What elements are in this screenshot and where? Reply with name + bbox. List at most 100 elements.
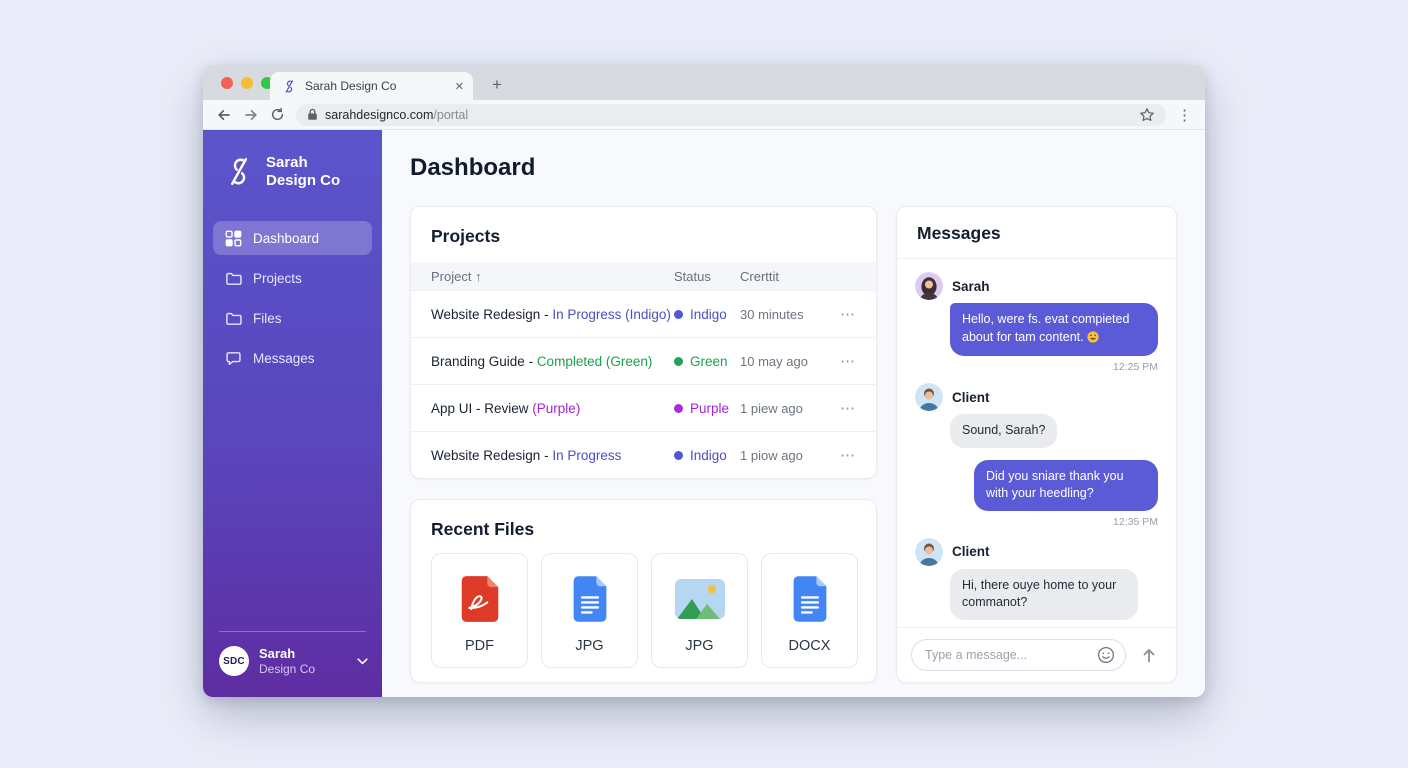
browser-tab-strip: Sarah Design Co ✕ + — [203, 65, 1205, 100]
grin-emoji-icon — [1087, 330, 1099, 349]
file-card-jpg-image[interactable]: JPG — [651, 553, 748, 668]
message-bubble: Hello, were fs. evat compieted about for… — [950, 303, 1158, 356]
avatar-woman — [915, 272, 943, 300]
tab-title: Sarah Design Co — [305, 79, 397, 93]
message-timestamp: 12:25 PM — [1113, 361, 1158, 373]
status-badge: Purple — [690, 400, 730, 416]
new-tab-button[interactable]: + — [492, 75, 502, 94]
message-sender: Sarah — [952, 278, 990, 294]
brand-logo-icon — [223, 155, 256, 188]
message-bubble: Hi, there ouye home to your commanot? — [950, 568, 1138, 620]
projects-table-header: Project ↑ Status Crerttit — [411, 262, 876, 290]
browser-menu-icon[interactable]: ⋮ — [1177, 106, 1192, 124]
minimize-window-button[interactable] — [241, 77, 253, 89]
bookmark-star-icon[interactable] — [1139, 107, 1155, 123]
page-title: Dashboard — [410, 154, 536, 181]
sidebar-divider — [219, 630, 366, 632]
reload-icon[interactable] — [270, 107, 285, 122]
main-content: Dashboard Projects Project ↑ Status Crer… — [382, 130, 1205, 697]
address-bar[interactable]: sarahdesignco.com/portal — [296, 103, 1166, 126]
back-icon[interactable] — [216, 107, 232, 123]
projects-title: Projects — [431, 226, 501, 246]
image-file-icon — [674, 554, 725, 638]
tab-favicon-logo-icon — [282, 79, 297, 94]
column-third[interactable]: Crerttit — [740, 268, 779, 284]
row-actions-button[interactable]: ⋯ — [840, 306, 856, 323]
doc-file-icon — [790, 554, 830, 638]
message-input[interactable] — [925, 648, 1089, 662]
table-row: App UI - Review (Purple) Purple 1 piew a… — [411, 384, 876, 431]
sidebar-item-dashboard[interactable]: Dashboard — [213, 221, 372, 256]
browser-toolbar: sarahdesignco.com/portal ⋮ — [203, 100, 1205, 130]
brand-name: Sarah Design Co — [266, 154, 341, 189]
browser-tab[interactable]: Sarah Design Co ✕ — [270, 72, 473, 100]
recent-files-title: Recent Files — [431, 519, 535, 539]
tab-close-icon[interactable]: ✕ — [454, 80, 464, 93]
portal-app: Sarah Design Co Dashboard — [203, 130, 1205, 697]
message-composer — [897, 627, 1176, 682]
status-dot — [674, 309, 683, 319]
messages-panel: Messages — [896, 206, 1177, 683]
column-status[interactable]: Status — [674, 268, 711, 284]
folder-icon — [225, 310, 242, 327]
row-time: 10 may ago — [740, 353, 808, 369]
message-bubble: Sound, Sarah? — [950, 414, 1058, 448]
avatar-man — [915, 383, 943, 411]
message-bubble: Did you sniare thank you with your heedl… — [974, 459, 1158, 511]
sidebar-item-label: Dashboard — [253, 230, 320, 246]
close-window-button[interactable] — [221, 77, 233, 89]
message-timestamp: 12:32 PM — [915, 625, 1158, 628]
message-sender: Client — [952, 389, 990, 405]
folder-icon — [225, 270, 242, 287]
brand: Sarah Design Co — [203, 130, 382, 189]
file-card-docx[interactable]: DOCX — [761, 553, 858, 668]
recent-files-card: Recent Files PDF — [410, 499, 877, 683]
table-row: Website Redesign - In Progress Indigo 1 … — [411, 431, 876, 478]
sidebar-item-label: Projects — [253, 270, 302, 286]
message-input-pill[interactable] — [911, 639, 1126, 671]
chevron-down-icon — [357, 658, 368, 665]
window-controls — [221, 77, 273, 89]
avatar: SDC — [219, 646, 249, 677]
url-text: sarahdesignco.com/portal — [325, 107, 469, 122]
row-actions-button[interactable]: ⋯ — [840, 353, 856, 370]
pdf-file-icon — [459, 554, 501, 638]
sidebar-item-label: Messages — [253, 350, 315, 366]
message-thread: Sarah Hello, were fs. evat compieted abo… — [897, 259, 1176, 627]
emoji-picker-icon[interactable] — [1097, 646, 1115, 664]
sidebar-item-messages[interactable]: Messages — [213, 341, 372, 375]
browser-window: Sarah Design Co ✕ + sarahdesignco.com/po… — [203, 65, 1205, 697]
file-card-jpg-doc[interactable]: JPG — [541, 553, 638, 668]
sidebar-user-menu[interactable]: SDC Sarah Design Co — [203, 632, 382, 697]
sidebar-item-files[interactable]: Files — [213, 301, 372, 335]
row-actions-button[interactable]: ⋯ — [840, 400, 856, 417]
send-message-icon[interactable] — [1138, 647, 1160, 664]
file-card-pdf[interactable]: PDF — [431, 553, 528, 668]
column-project[interactable]: Project ↑ — [431, 268, 482, 284]
row-time: 1 piow ago — [740, 447, 803, 463]
table-row: Branding Guide - Completed (Green) Green… — [411, 337, 876, 384]
row-time: 1 piew ago — [740, 400, 803, 416]
status-badge: Indigo — [690, 447, 727, 463]
projects-card: Projects Project ↑ Status Crerttit Websi… — [410, 206, 877, 479]
message-sender: Client — [952, 544, 990, 559]
status-dot — [674, 356, 683, 366]
sort-arrow-icon: ↑ — [475, 268, 482, 284]
row-time: 30 minutes — [740, 306, 804, 322]
sidebar: Sarah Design Co Dashboard — [203, 130, 382, 697]
sidebar-nav: Dashboard Projects — [213, 221, 372, 375]
dashboard-grid-icon — [225, 230, 242, 247]
table-row: Website Redesign - In Progress (Indigo) … — [411, 290, 876, 337]
chat-bubble-icon — [225, 350, 242, 367]
status-badge: Green — [690, 353, 728, 369]
forward-icon[interactable] — [243, 107, 259, 123]
sidebar-item-label: Files — [253, 310, 282, 326]
messages-title: Messages — [897, 207, 1176, 259]
doc-file-icon — [570, 554, 610, 638]
status-dot — [674, 450, 683, 460]
sidebar-item-projects[interactable]: Projects — [213, 261, 372, 295]
user-names: Sarah Design Co — [259, 645, 316, 676]
row-actions-button[interactable]: ⋯ — [840, 447, 856, 464]
status-dot — [674, 403, 683, 413]
status-badge: Indigo — [690, 306, 727, 322]
